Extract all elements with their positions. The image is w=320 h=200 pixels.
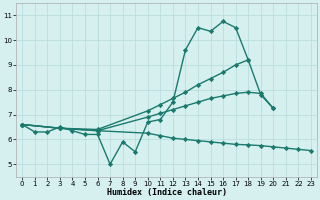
X-axis label: Humidex (Indice chaleur): Humidex (Indice chaleur): [107, 188, 227, 197]
